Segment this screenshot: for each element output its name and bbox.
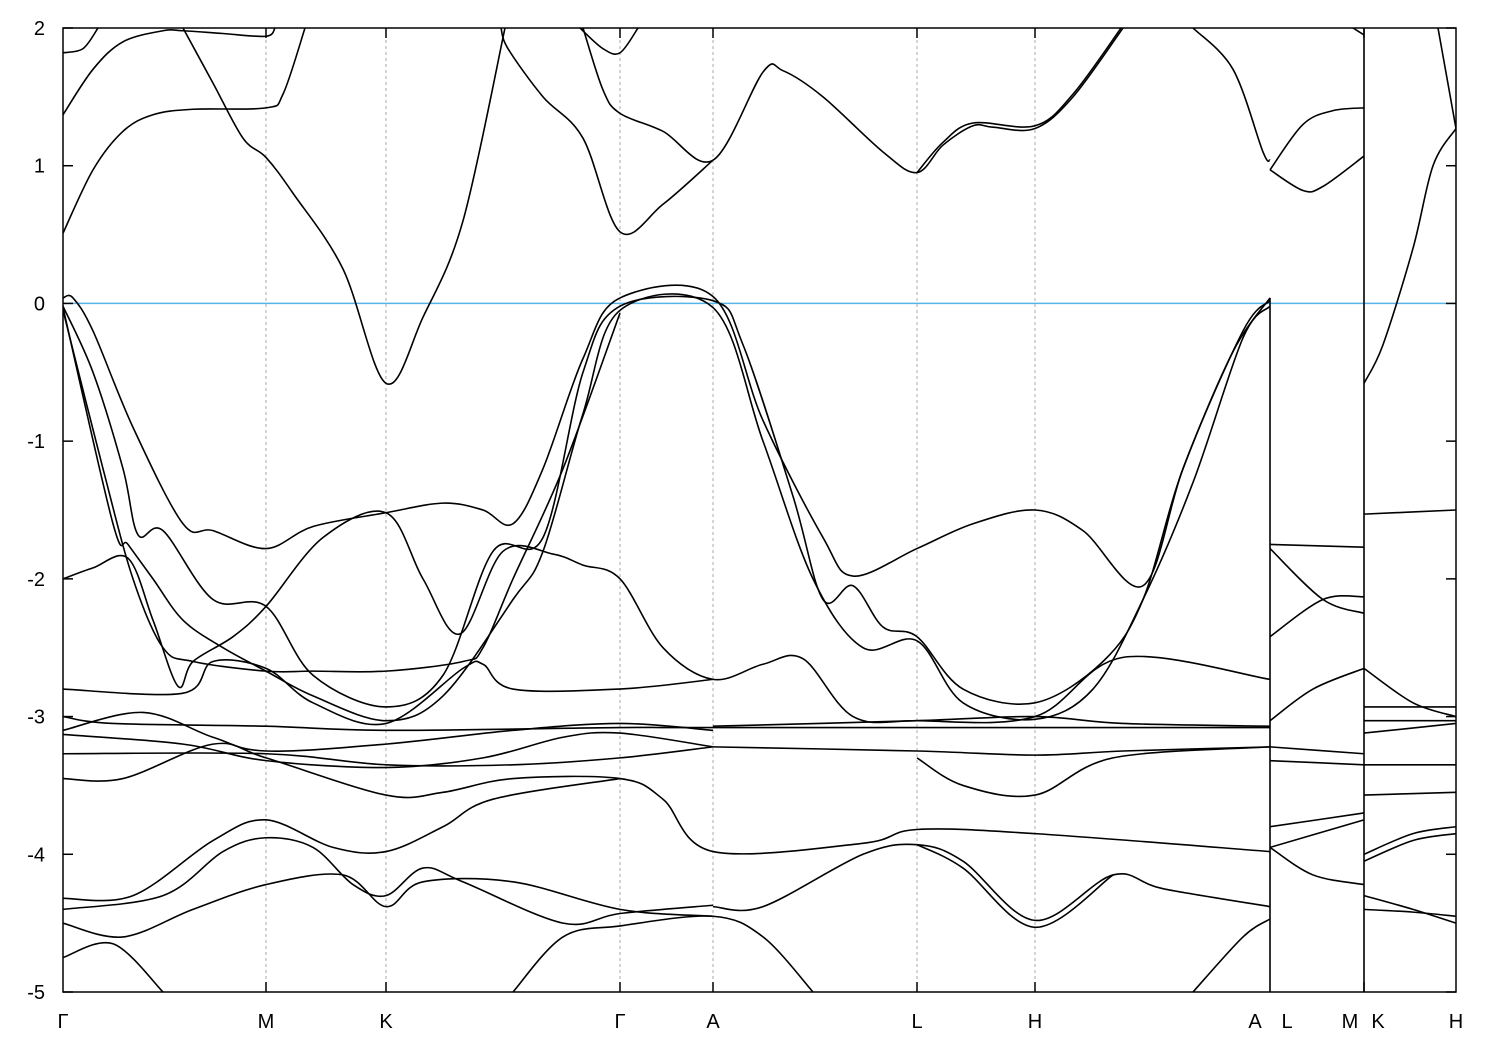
y-tick-label: -1 <box>27 431 45 453</box>
band-38 <box>1269 547 1365 615</box>
kpoint-gridlines <box>265 28 1365 992</box>
y-tick-label: -5 <box>27 982 45 1004</box>
band-53 <box>1363 832 1456 862</box>
band-39 <box>1269 667 1365 722</box>
y-tick-label: -4 <box>27 844 45 866</box>
band-5 <box>582 28 1124 174</box>
band-15 <box>63 295 1271 708</box>
band-41 <box>1269 759 1365 766</box>
y-tick-label: 1 <box>34 156 45 178</box>
band-36 <box>1269 543 1365 548</box>
band-51 <box>1363 791 1456 796</box>
y-tick-label: 2 <box>34 18 45 40</box>
y-axis: 2 1 0 -1 -2 -3 -4 -5 <box>27 18 1456 1004</box>
kpoint-label: M <box>1342 1011 1359 1033</box>
kpoint-label: L <box>1281 1011 1292 1033</box>
band-55 <box>1363 908 1456 918</box>
band-33 <box>916 843 1114 929</box>
band-21 <box>63 711 714 752</box>
kpoint-label: Γ <box>57 1011 68 1033</box>
band-7 <box>579 28 639 55</box>
band-23 <box>63 731 714 769</box>
band-29 <box>63 836 714 926</box>
band-24 <box>63 742 1271 855</box>
kpoint-label: M <box>258 1011 275 1033</box>
bands <box>63 28 1456 992</box>
band-43 <box>1269 846 1365 886</box>
band-35 <box>1192 918 1271 992</box>
band-2 <box>63 28 99 54</box>
y-tick-label: 0 <box>34 293 45 315</box>
band-4 <box>500 28 714 235</box>
band-31 <box>63 941 164 992</box>
band-10 <box>1269 107 1365 171</box>
band-52 <box>1363 825 1456 856</box>
band-25 <box>712 715 1271 728</box>
band-37 <box>1269 595 1365 638</box>
band-27 <box>916 746 1271 798</box>
kpoint-label: L <box>911 1011 922 1033</box>
band-19 <box>63 659 714 726</box>
kpoint-label: H <box>1028 1011 1042 1033</box>
band-3 <box>182 28 506 385</box>
band-0 <box>63 28 306 234</box>
y-tick-label: -3 <box>27 707 45 729</box>
band-17 <box>63 310 621 673</box>
band-46 <box>1363 667 1456 718</box>
band-54 <box>1363 894 1456 924</box>
band-9 <box>1269 155 1365 193</box>
band-40 <box>1269 746 1365 755</box>
kpoint-label: Γ <box>614 1011 625 1033</box>
band-22 <box>63 746 714 767</box>
band-1 <box>63 28 276 116</box>
kpoint-label: A <box>706 1011 720 1033</box>
band-16 <box>63 293 1271 722</box>
band-28 <box>63 777 621 902</box>
band-20 <box>63 715 1270 732</box>
band-8 <box>1192 28 1271 163</box>
band-11 <box>1352 28 1365 36</box>
band-44 <box>1269 819 1365 849</box>
band-42 <box>1269 812 1365 828</box>
band-6 <box>916 28 1123 174</box>
kpoint-label: K <box>1371 1011 1385 1033</box>
band-26 <box>712 746 1271 756</box>
band-30 <box>63 873 714 938</box>
band-34 <box>512 915 814 992</box>
band-14 <box>63 284 1271 588</box>
band-49 <box>1363 722 1456 734</box>
band-32 <box>712 843 1271 922</box>
y-tick-label: -2 <box>27 569 45 591</box>
band-13 <box>1437 28 1456 129</box>
plot-frame <box>62 27 1457 993</box>
kpoint-label: K <box>379 1011 393 1033</box>
band-45 <box>1363 509 1456 515</box>
kpoint-label: H <box>1449 1011 1463 1033</box>
band-12 <box>1363 128 1456 384</box>
kpoint-label: A <box>1248 1011 1262 1033</box>
